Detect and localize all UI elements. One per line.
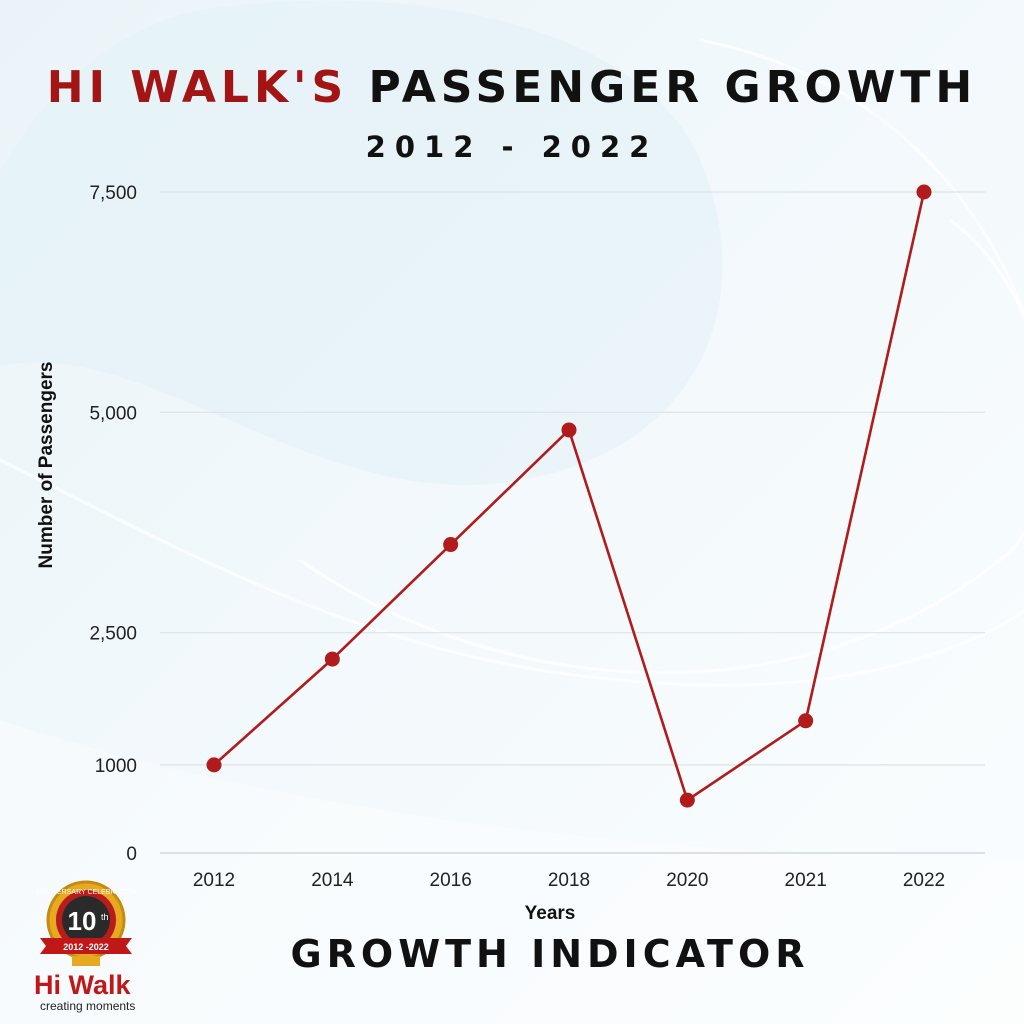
data-point <box>916 184 932 200</box>
x-tick-label: 2012 <box>193 870 235 891</box>
data-point <box>561 422 577 438</box>
logo-tagline: creating moments <box>40 999 136 1013</box>
data-point <box>679 792 695 808</box>
footer-label: GROWTH INDICATOR <box>290 932 810 976</box>
data-point <box>798 713 814 729</box>
series-line <box>213 191 926 802</box>
x-tick-label: 2020 <box>666 870 708 891</box>
title-brand: HI WALK'S <box>46 62 349 113</box>
x-tick-label: 2016 <box>430 870 472 891</box>
y-tick-label: 5,000 <box>89 403 137 424</box>
y-tick-label: 1000 <box>95 756 137 777</box>
anniversary-badge-icon: ANNIVERSARY CELEBRATION 10 th 2012 -2022 <box>36 880 137 966</box>
badge-suffix: th <box>101 912 109 922</box>
series-group <box>206 184 932 808</box>
x-tick-label: 2014 <box>311 870 354 891</box>
chart-title: HI WALK'S PASSENGER GROWTH <box>0 62 1024 113</box>
data-point <box>324 651 340 667</box>
badge-number: 10 <box>68 906 97 936</box>
y-tick-labels: 0 1000 2,500 5,000 7,500 <box>89 183 137 865</box>
y-axis-label: Number of Passengers <box>36 362 57 569</box>
grid-lines <box>160 191 985 854</box>
y-tick-label: 2,500 <box>89 624 137 645</box>
badge-ribbon-text: ANNIVERSARY CELEBRATION <box>36 889 137 896</box>
y-tick-label: 0 <box>126 844 137 865</box>
title-rest: PASSENGER GROWTH <box>368 62 978 113</box>
x-tick-label: 2021 <box>785 870 827 891</box>
x-tick-label: 2022 <box>903 870 945 891</box>
x-tick-labels: 2012 2014 2016 2018 2020 2021 2022 <box>193 870 945 891</box>
data-point <box>443 537 459 553</box>
x-tick-label: 2018 <box>548 870 590 891</box>
x-axis-label: Years <box>525 903 576 924</box>
logo-brand: Hi Walk <box>34 970 131 1000</box>
badge-years: 2012 -2022 <box>63 942 109 952</box>
chart-subtitle: 2012 - 2022 <box>365 130 659 164</box>
data-point <box>206 757 222 773</box>
y-tick-label: 7,500 <box>89 183 137 204</box>
